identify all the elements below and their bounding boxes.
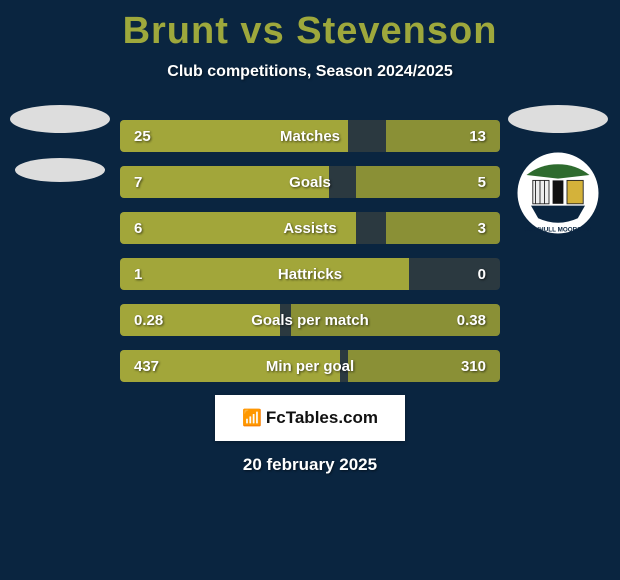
stat-label: Hattricks bbox=[120, 266, 500, 283]
stat-value-right: 0.38 bbox=[457, 312, 486, 329]
placeholder-ellipse-icon bbox=[10, 105, 110, 133]
stat-value-right: 3 bbox=[478, 220, 486, 237]
stat-row-goals-per-match: 0.28 Goals per match 0.38 bbox=[120, 304, 500, 336]
watermark-text: FcTables.com bbox=[266, 408, 378, 428]
date-line: 20 february 2025 bbox=[0, 455, 620, 475]
stat-label: Goals bbox=[120, 174, 500, 191]
stat-row-hattricks: 1 Hattricks 0 bbox=[120, 258, 500, 290]
left-club-placeholder bbox=[10, 95, 110, 195]
page-subtitle: Club competitions, Season 2024/2025 bbox=[0, 63, 620, 81]
right-club-badge: SOLIHULL MOORS FC bbox=[508, 95, 608, 238]
stat-label: Goals per match bbox=[120, 312, 500, 329]
watermark-badge: 📶 FcTables.com bbox=[215, 395, 405, 441]
placeholder-ellipse-icon bbox=[15, 158, 105, 182]
placeholder-ellipse-icon bbox=[508, 105, 608, 133]
stat-row-goals: 7 Goals 5 bbox=[120, 166, 500, 198]
stat-value-right: 310 bbox=[461, 358, 486, 375]
stat-row-min-per-goal: 437 Min per goal 310 bbox=[120, 350, 500, 382]
stat-value-right: 13 bbox=[469, 128, 486, 145]
club-crest-icon: SOLIHULL MOORS FC bbox=[513, 148, 603, 238]
stat-row-matches: 25 Matches 13 bbox=[120, 120, 500, 152]
stats-container: 25 Matches 13 7 Goals 5 6 Assists 3 1 Ha… bbox=[120, 120, 500, 396]
stat-value-right: 5 bbox=[478, 174, 486, 191]
signal-icon: 📶 bbox=[242, 408, 262, 428]
stat-row-assists: 6 Assists 3 bbox=[120, 212, 500, 244]
stat-label: Assists bbox=[120, 220, 500, 237]
stat-label: Matches bbox=[120, 128, 500, 145]
stat-label: Min per goal bbox=[120, 358, 500, 375]
stat-value-right: 0 bbox=[478, 266, 486, 283]
page-title: Brunt vs Stevenson bbox=[0, 0, 620, 53]
svg-text:SOLIHULL MOORS FC: SOLIHULL MOORS FC bbox=[524, 227, 592, 234]
